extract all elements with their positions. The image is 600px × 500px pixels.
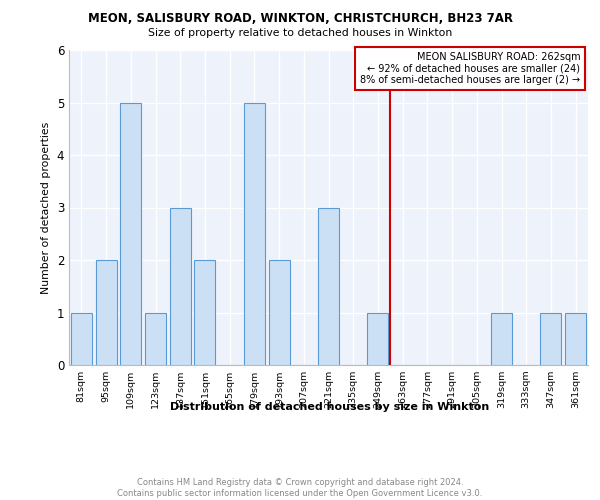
Bar [145,312,166,365]
Y-axis label: Number of detached properties: Number of detached properties [41,122,51,294]
Bar [318,208,339,365]
Bar [541,312,562,365]
Bar [269,260,290,365]
Bar [71,312,92,365]
Bar [244,102,265,365]
Text: Size of property relative to detached houses in Winkton: Size of property relative to detached ho… [148,28,452,38]
Bar [120,102,141,365]
Bar [367,312,388,365]
Bar [194,260,215,365]
Bar [491,312,512,365]
Text: MEON SALISBURY ROAD: 262sqm
← 92% of detached houses are smaller (24)
8% of semi: MEON SALISBURY ROAD: 262sqm ← 92% of det… [360,52,580,85]
Bar [170,208,191,365]
Text: MEON, SALISBURY ROAD, WINKTON, CHRISTCHURCH, BH23 7AR: MEON, SALISBURY ROAD, WINKTON, CHRISTCHU… [88,12,512,26]
Text: Contains HM Land Registry data © Crown copyright and database right 2024.
Contai: Contains HM Land Registry data © Crown c… [118,478,482,498]
Bar [95,260,116,365]
Bar [565,312,586,365]
Text: Distribution of detached houses by size in Winkton: Distribution of detached houses by size … [170,402,490,412]
